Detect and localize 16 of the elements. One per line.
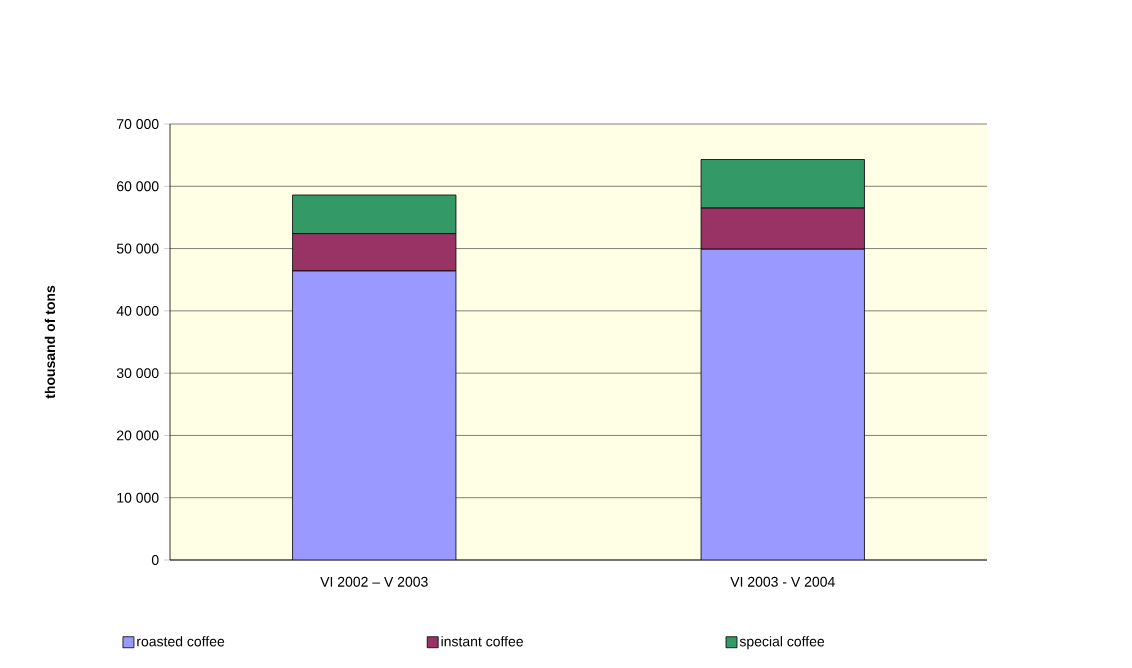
y-tick-label: 70 000: [117, 119, 159, 129]
y-tick-label: 20 000: [117, 430, 159, 441]
x-tick-label: VI 2002 – V 2003: [320, 576, 428, 587]
bar: [292, 271, 456, 560]
legend-label: roasted coffee: [137, 636, 225, 647]
y-tick-label: 30 000: [116, 368, 159, 379]
y-tick-label: 40 000: [116, 305, 159, 316]
legend-label: instant coffee: [441, 636, 523, 647]
y-tick-label: 0: [151, 555, 159, 565]
x-tick-label: VI 2003 - V 2004: [730, 576, 835, 587]
y-axis-title: thousand of tons: [44, 285, 56, 399]
bar: [700, 248, 865, 560]
legend-label: special coffee: [739, 636, 825, 650]
y-tick-label: 10 000: [117, 492, 159, 503]
y-tick-label: 60 000: [117, 181, 159, 192]
y-tick-label: 50 000: [116, 243, 159, 254]
